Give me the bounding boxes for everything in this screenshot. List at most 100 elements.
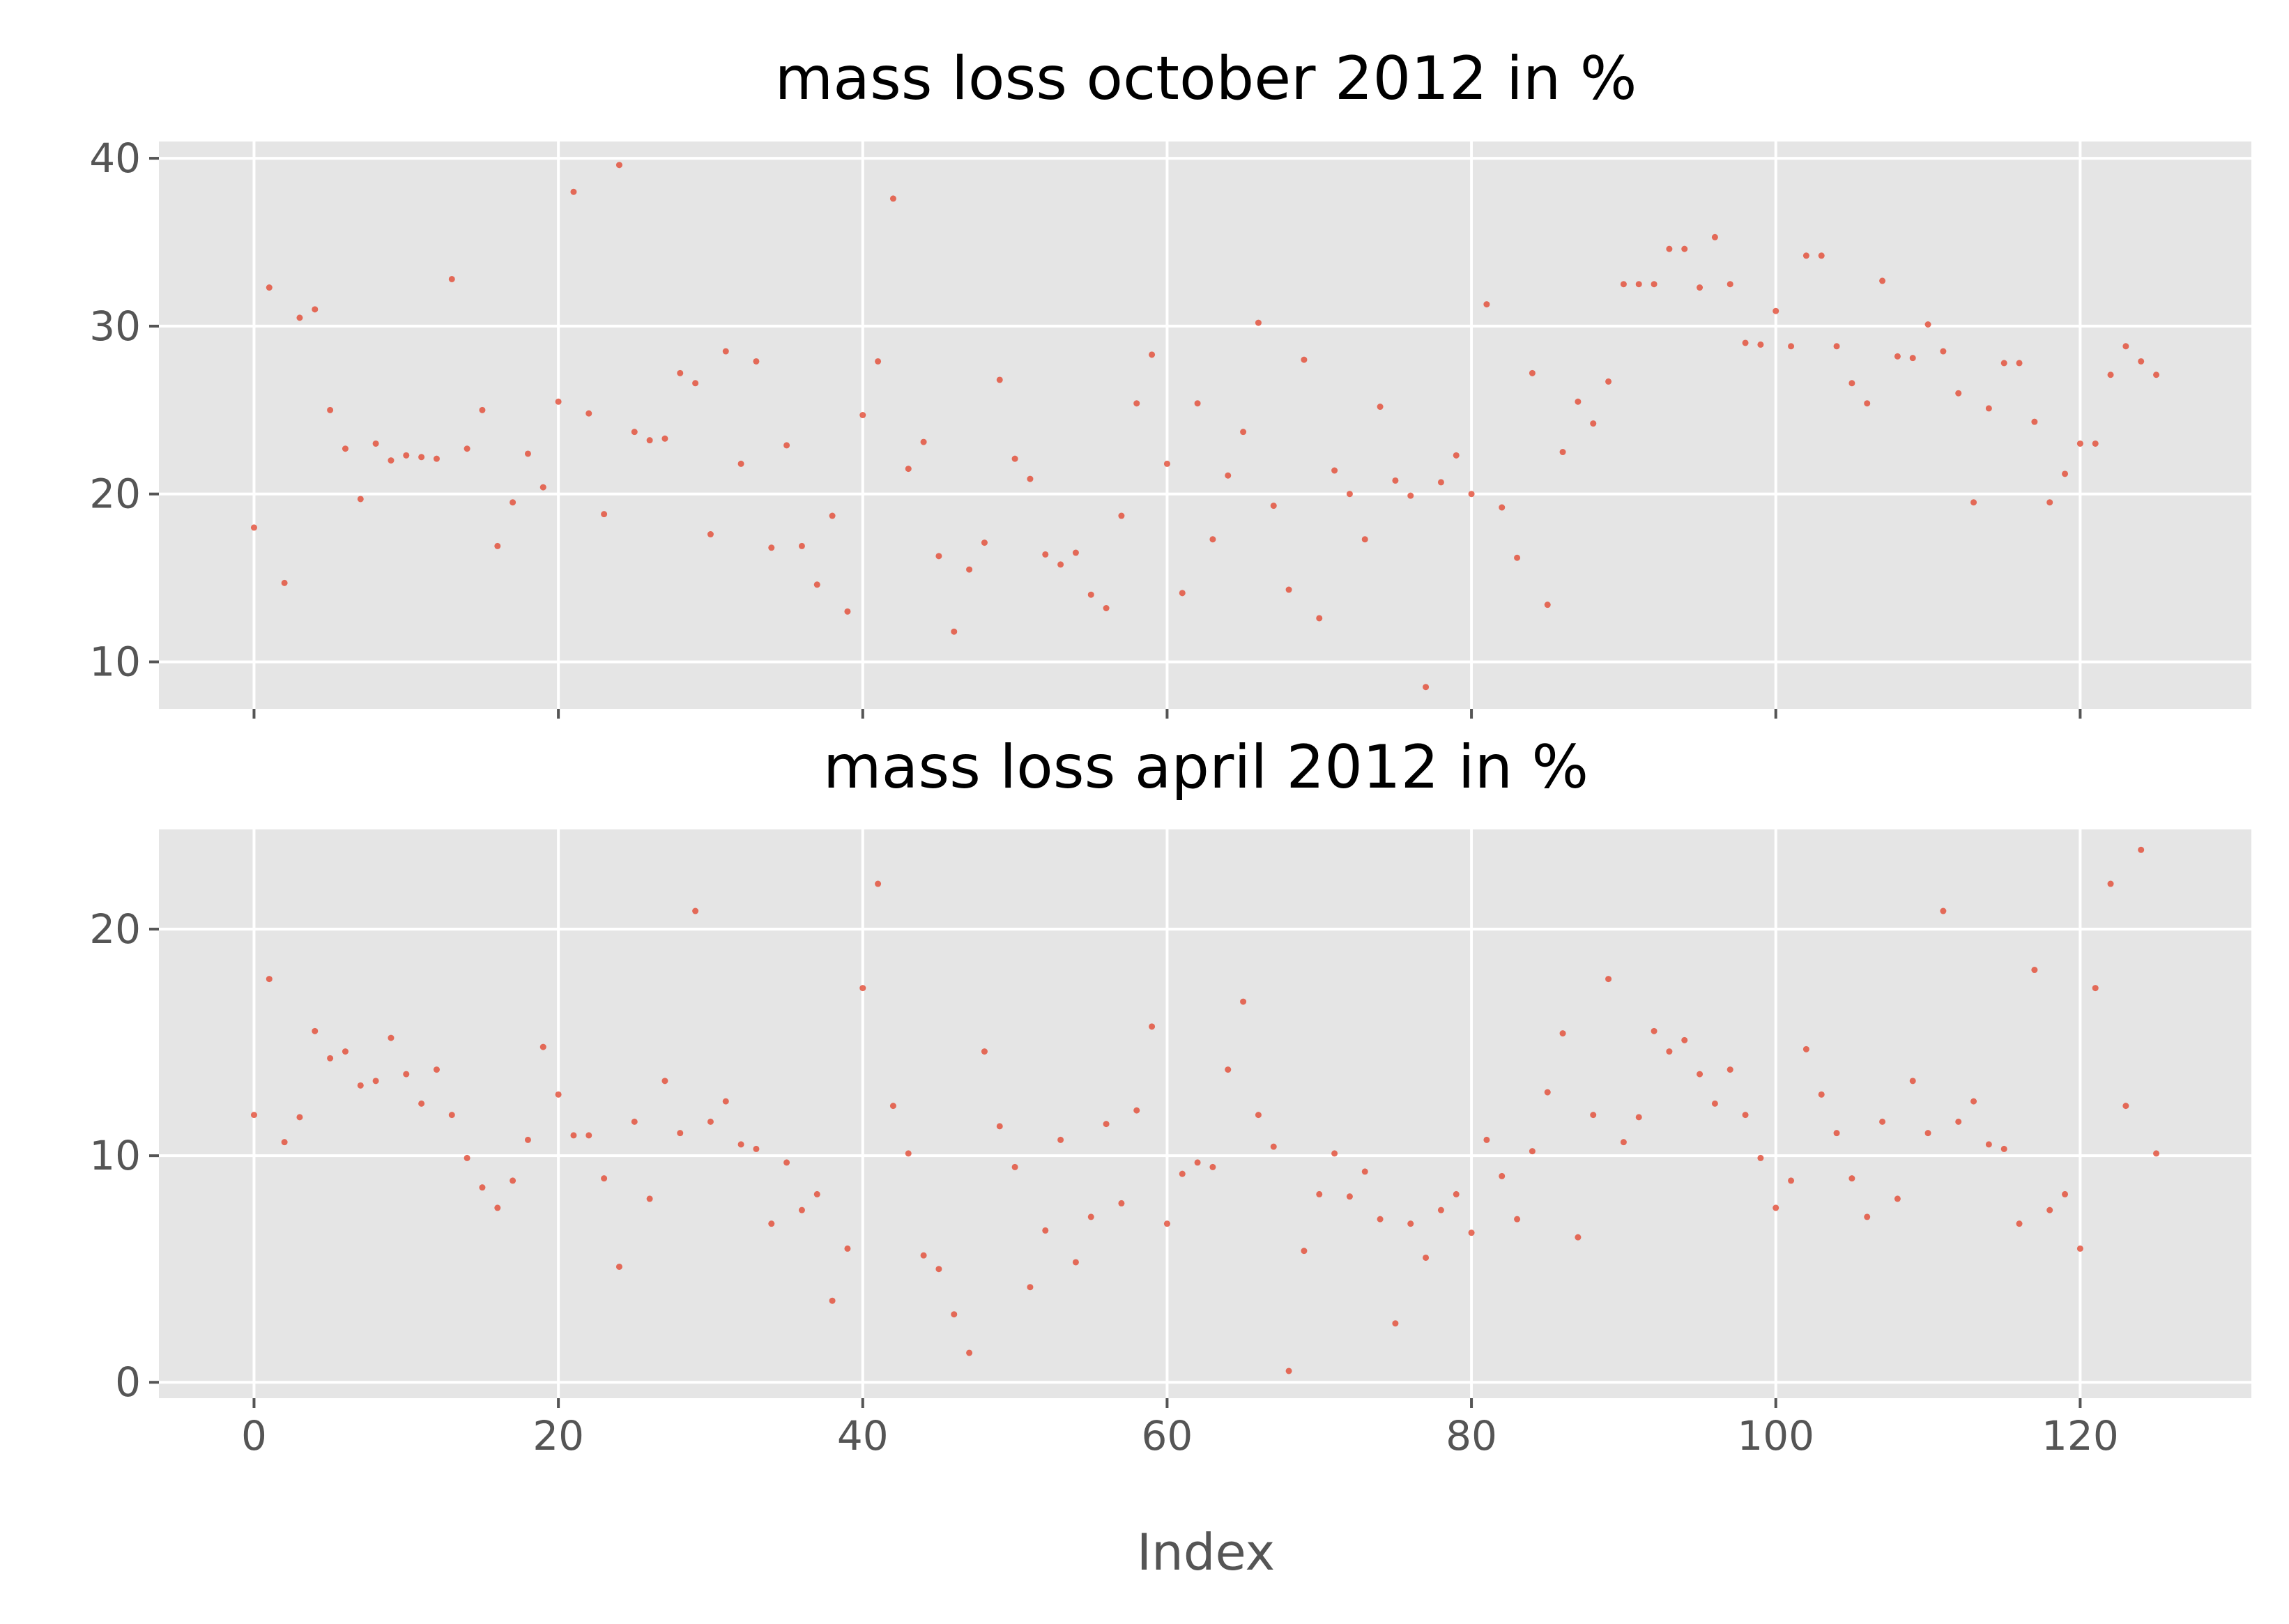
data-point	[1209, 536, 1216, 543]
data-point	[448, 1112, 455, 1119]
data-point	[1802, 1045, 1809, 1052]
x-tick-label: 40	[837, 1412, 889, 1460]
data-point	[768, 1220, 775, 1227]
data-point	[1423, 684, 1430, 691]
data-point	[1864, 1213, 1871, 1220]
data-point	[296, 314, 303, 321]
data-point	[1757, 341, 1764, 348]
data-point	[1635, 1114, 1642, 1121]
data-point	[1437, 1206, 1444, 1213]
data-point	[1270, 1143, 1277, 1150]
data-point	[1651, 281, 1658, 288]
data-point	[357, 1082, 364, 1089]
data-point	[570, 1132, 577, 1139]
data-point	[1087, 591, 1094, 598]
data-point	[1894, 1195, 1901, 1202]
data-point	[966, 566, 973, 573]
data-point	[1697, 1071, 1704, 1078]
data-point	[798, 1206, 805, 1213]
x-tick-label: 120	[2042, 1412, 2119, 1460]
data-point	[266, 976, 273, 983]
data-point	[1544, 602, 1551, 608]
data-point	[555, 1091, 562, 1098]
data-point	[1377, 1216, 1384, 1223]
y-tick-label: 0	[115, 1358, 141, 1406]
panel-april: mass loss april 2012 in % 0 20 40 60 80 100 12…	[89, 733, 2251, 1581]
data-point	[1407, 1220, 1414, 1227]
data-point	[585, 1132, 592, 1139]
data-point	[1559, 449, 1566, 456]
data-point	[1514, 554, 1521, 561]
data-point	[1711, 1100, 1718, 1107]
data-point	[250, 1112, 257, 1119]
data-point	[981, 539, 988, 546]
y-tick-label: 10	[89, 638, 141, 686]
data-point	[1468, 491, 1475, 498]
data-point	[1681, 1036, 1688, 1043]
data-point	[1711, 233, 1718, 240]
data-point	[1681, 245, 1688, 252]
data-point	[1529, 369, 1536, 376]
data-point	[889, 195, 896, 202]
data-point	[722, 348, 729, 355]
data-point	[1651, 1027, 1658, 1034]
ticks-april: 0 20 40 60 80 100 120 0 10 20	[89, 905, 2119, 1460]
data-point	[1194, 1159, 1201, 1166]
data-point	[1027, 1284, 1034, 1291]
data-point	[1301, 356, 1308, 363]
data-point	[753, 358, 760, 365]
data-point	[601, 511, 608, 518]
data-point	[1042, 1227, 1049, 1234]
data-point	[372, 440, 379, 447]
x-tick-label: 0	[241, 1412, 267, 1460]
data-point	[570, 188, 577, 195]
data-point	[281, 579, 288, 586]
data-point	[753, 1145, 760, 1152]
data-point	[1559, 1030, 1566, 1037]
data-point	[631, 1118, 638, 1125]
data-point	[1864, 400, 1871, 407]
x-tick-label: 20	[533, 1412, 584, 1460]
data-point	[1285, 586, 1292, 593]
data-point	[1042, 551, 1049, 558]
data-point	[1118, 512, 1125, 519]
data-point	[327, 406, 334, 413]
data-point	[1331, 1150, 1338, 1157]
data-point	[615, 1263, 622, 1270]
data-point	[1742, 1112, 1749, 1119]
data-point	[312, 1027, 319, 1034]
data-point	[1666, 1048, 1673, 1055]
data-point	[1027, 475, 1034, 482]
data-point	[1285, 1368, 1292, 1374]
data-point	[1894, 353, 1901, 360]
data-point	[250, 524, 257, 531]
data-point	[2107, 880, 2114, 887]
data-point	[905, 1150, 912, 1157]
data-point	[2153, 371, 2160, 378]
data-point	[539, 1043, 546, 1050]
data-point	[433, 1066, 440, 1073]
data-point	[813, 581, 820, 588]
data-point	[1133, 400, 1140, 407]
data-point	[1620, 1139, 1627, 1146]
data-point	[996, 1123, 1003, 1130]
data-point	[707, 1118, 714, 1125]
data-point	[1818, 252, 1825, 259]
y-tick-label: 20	[89, 905, 141, 953]
gridlines-april	[159, 829, 2251, 1398]
data-point	[966, 1349, 973, 1356]
data-point	[281, 1139, 288, 1146]
y-tick-label: 40	[89, 135, 141, 182]
data-point	[1011, 1163, 1018, 1170]
data-point	[1727, 1066, 1733, 1073]
data-point	[1163, 460, 1170, 467]
data-point	[448, 275, 455, 282]
data-point	[2062, 1190, 2069, 1197]
data-point	[737, 460, 744, 467]
scatter-points-october	[250, 162, 2160, 691]
data-point	[1453, 1190, 1460, 1197]
data-point	[951, 1311, 958, 1318]
data-point	[1773, 307, 1779, 314]
data-point	[388, 1034, 395, 1041]
